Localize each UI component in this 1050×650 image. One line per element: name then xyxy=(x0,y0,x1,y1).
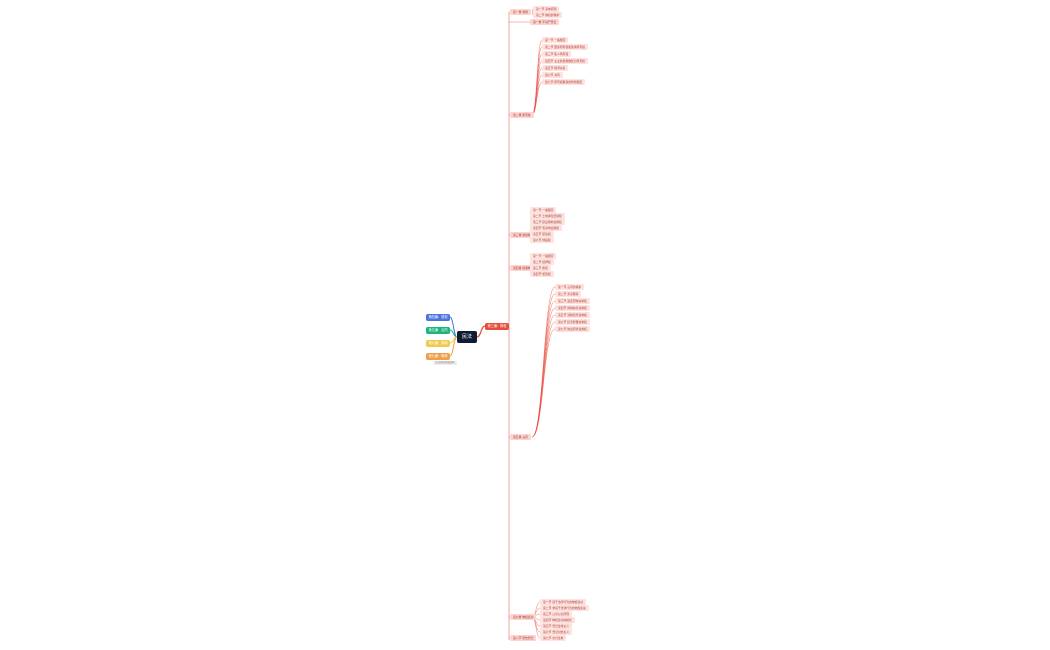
chapter-node[interactable]: 第三章 用益物权 xyxy=(510,232,537,238)
section-node[interactable]: 第七节 所有权取得的特别规定 xyxy=(542,79,586,85)
section-node[interactable]: 第一节 一般规定 xyxy=(530,253,557,259)
section-node[interactable]: 第二节 抵押权 xyxy=(530,259,554,265)
connector-line xyxy=(531,39,543,116)
section-node[interactable]: 第六节 损害赔偿请求权 xyxy=(555,319,590,325)
section-node[interactable]: 第三节 建设用地使用权 xyxy=(530,219,565,225)
connector-line xyxy=(531,60,543,116)
section-node[interactable]: 第二节 土地承包经营权 xyxy=(530,213,565,219)
section-node[interactable]: 第一节 基于法律行为的物权变动 xyxy=(540,599,587,605)
connector-line xyxy=(531,293,556,438)
side-branch-2[interactable]: 第五编：合同 xyxy=(426,327,450,334)
chapter-node[interactable]: 第一章 不动产登记 xyxy=(530,19,560,25)
root-node[interactable]: 民法 xyxy=(457,331,477,343)
section-node[interactable]: 第一节 基本原则 xyxy=(533,6,560,12)
connector-line xyxy=(449,336,458,357)
section-node[interactable]: 第三节 质权 xyxy=(530,265,551,271)
section-node[interactable]: 第四节 物权变动的模式 xyxy=(540,617,575,623)
section-node[interactable]: 第二节 物权的保护 xyxy=(533,12,563,18)
connector-line xyxy=(531,307,556,438)
section-node[interactable]: 第五节 相邻关系 xyxy=(542,65,569,71)
connector-line xyxy=(531,328,556,438)
section-node[interactable]: 第六节 地役权 xyxy=(530,237,554,243)
chapter-node[interactable]: 第八节 预告登记 xyxy=(510,635,537,641)
connector-line xyxy=(476,325,486,338)
chapter-node[interactable]: 第五章 占有 xyxy=(510,434,531,440)
chapter-node[interactable]: 第六章 物权变动 xyxy=(510,614,537,620)
section-node[interactable]: 第五节 消除危险请求权 xyxy=(555,312,590,318)
side-note: 民法典总则及结构 xyxy=(433,361,457,365)
chapter-node[interactable]: 第一章 通则 xyxy=(510,9,531,15)
section-node[interactable]: 第五节 登记生效主义 xyxy=(540,623,573,629)
section-node[interactable]: 第一节 占有的保护 xyxy=(555,284,585,290)
connector-line xyxy=(531,300,556,438)
section-node[interactable]: 第六节 共有 xyxy=(542,72,563,78)
section-node[interactable]: 第四节 宅基地使用权 xyxy=(530,225,563,231)
chapter-node[interactable]: 第二章 所有权 xyxy=(510,112,534,118)
section-node[interactable]: 第三节 私人所有权 xyxy=(542,51,572,57)
section-node[interactable]: 第二节 国家所有权和集体所有权 xyxy=(542,44,589,50)
section-node[interactable]: 第三节 返还原物请求权 xyxy=(555,298,590,304)
section-node[interactable]: 第二节 非基于法律行为的物权变动 xyxy=(540,605,589,611)
section-node[interactable]: 第一节 一般规定 xyxy=(542,37,569,43)
section-node[interactable]: 第七节 恢复原状请求权 xyxy=(555,326,590,332)
side-branch-4[interactable]: 第七编：继承 xyxy=(426,353,450,360)
section-node[interactable]: 第二节 善意取得 xyxy=(555,291,582,297)
chapter-node[interactable]: 第四章 担保物权 xyxy=(510,265,537,271)
connector-line xyxy=(531,11,534,16)
section-node[interactable]: 第四节 业主的建筑物区分所有权 xyxy=(542,58,589,64)
connector-line xyxy=(531,314,556,438)
side-branch-1[interactable]: 第四编：侵权 xyxy=(426,314,450,321)
section-node[interactable]: 第三节 公示公信原则 xyxy=(540,611,573,617)
section-node[interactable]: 第七节 交付生效 xyxy=(540,635,567,641)
section-node[interactable]: 第六节 登记对抗主义 xyxy=(540,629,573,635)
section-node[interactable]: 第一节 一般规定 xyxy=(530,207,557,213)
section-node[interactable]: 第五节 居住权 xyxy=(530,231,554,237)
connector-line xyxy=(531,286,556,438)
connector-line xyxy=(531,321,556,438)
section-node[interactable]: 第四节 排除妨害请求权 xyxy=(555,305,590,311)
main-branch-node[interactable]: 第三编：物权 xyxy=(485,323,509,330)
side-branch-3[interactable]: 第六编：婚姻 xyxy=(426,340,450,347)
section-node[interactable]: 第四节 留置权 xyxy=(530,271,554,277)
